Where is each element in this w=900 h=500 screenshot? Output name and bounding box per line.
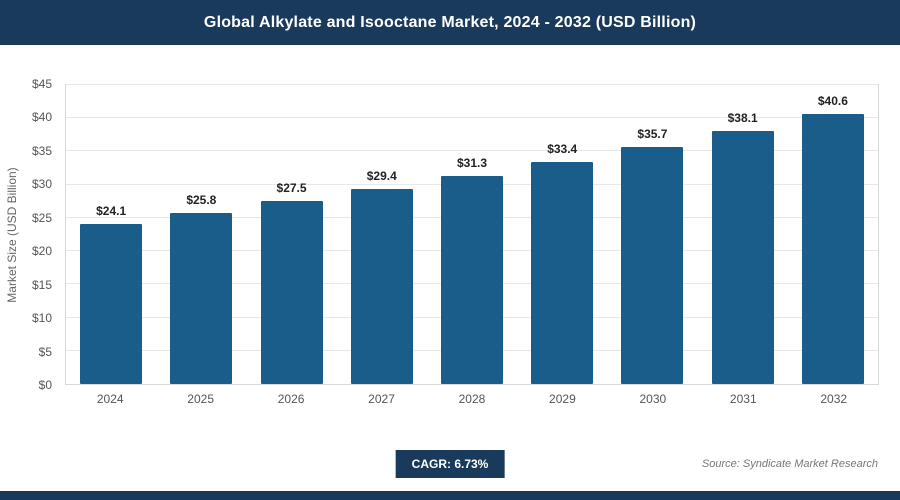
plot-area: $24.1 $25.8 $27.5 $29.4 $31.3 $33.4 $35.7 $38.1…	[65, 84, 879, 385]
gridline	[66, 150, 878, 152]
gridline	[66, 84, 878, 85]
x-axis-tick-labels: 2024 2025 2026 2027 2028 2029 2030 2031 2032	[65, 392, 879, 406]
y-axis-tick-labels: $0 $5 $10 $15 $20 $25 $30 $35 $40 $45	[0, 77, 60, 392]
bar-group-2029: $33.4	[517, 85, 607, 384]
y-tick-label: $10	[31, 311, 52, 326]
x-tick-label-2026: 2026	[277, 392, 305, 406]
x-tick-label-2030: 2030	[639, 392, 667, 406]
y-tick-label: $25	[31, 210, 52, 225]
x-tick-label-2024: 2024	[96, 392, 124, 406]
bar-group-2026: $27.5	[246, 85, 336, 384]
x-tick-label-2025: 2025	[187, 392, 214, 406]
bar-value-label: $25.8	[186, 192, 217, 207]
bar-value-label: $35.7	[637, 126, 668, 141]
y-tick-label: $40	[31, 110, 52, 125]
bar-group-2031: $38.1	[698, 85, 788, 384]
bar-value-label: $40.6	[817, 94, 848, 109]
y-tick-label: $0	[38, 378, 52, 392]
bar-group-2032: $40.6	[788, 85, 878, 384]
x-tick-label-2031: 2031	[729, 392, 757, 406]
bar-2029	[531, 162, 594, 384]
chart-title-bar: Global Alkylate and Isooctane Market, 20…	[0, 0, 900, 45]
bar-2031	[711, 130, 774, 384]
bar-value-label: $29.4	[366, 168, 397, 183]
bar-2032	[801, 114, 864, 384]
x-tick-label-2027: 2027	[368, 392, 395, 406]
bar-group-2025: $25.8	[156, 85, 246, 384]
source-note: Source: Syndicate Market Research	[701, 458, 878, 470]
bar-2028	[440, 176, 503, 384]
bar-value-label: $38.1	[727, 110, 758, 125]
x-tick-label-2029: 2029	[549, 392, 576, 406]
bottom-accent-strip	[0, 491, 900, 500]
bar-group-2030: $35.7	[607, 85, 697, 384]
bar-value-label: $33.4	[547, 142, 578, 157]
x-tick-label-2032: 2032	[820, 392, 848, 406]
y-tick-label: $20	[31, 244, 52, 259]
cagr-badge: CAGR: 6.73%	[395, 450, 505, 478]
bar-series: $24.1 $25.8 $27.5 $29.4 $31.3 $33.4 $35.7 $38.1…	[66, 85, 878, 384]
bar-2024	[80, 223, 143, 384]
bar-value-label: $24.1	[96, 203, 127, 218]
bar-2027	[350, 188, 413, 384]
bar-value-label: $31.3	[456, 156, 487, 171]
bar-2030	[621, 146, 684, 384]
bar-2025	[170, 212, 233, 384]
gridline	[66, 117, 878, 119]
y-tick-label: $35	[31, 143, 52, 158]
bar-2026	[260, 201, 323, 384]
bar-group-2028: $31.3	[427, 85, 517, 384]
x-tick-label-2028: 2028	[458, 392, 486, 406]
y-tick-label: $15	[31, 277, 52, 292]
y-tick-label: $30	[31, 177, 52, 192]
y-tick-label: $5	[38, 344, 52, 359]
bar-group-2027: $29.4	[337, 85, 427, 384]
bar-value-label: $27.5	[276, 181, 307, 196]
bar-group-2024: $24.1	[66, 85, 156, 384]
y-tick-label: $45	[31, 77, 52, 91]
chart-title: Global Alkylate and Isooctane Market, 20…	[203, 13, 697, 31]
